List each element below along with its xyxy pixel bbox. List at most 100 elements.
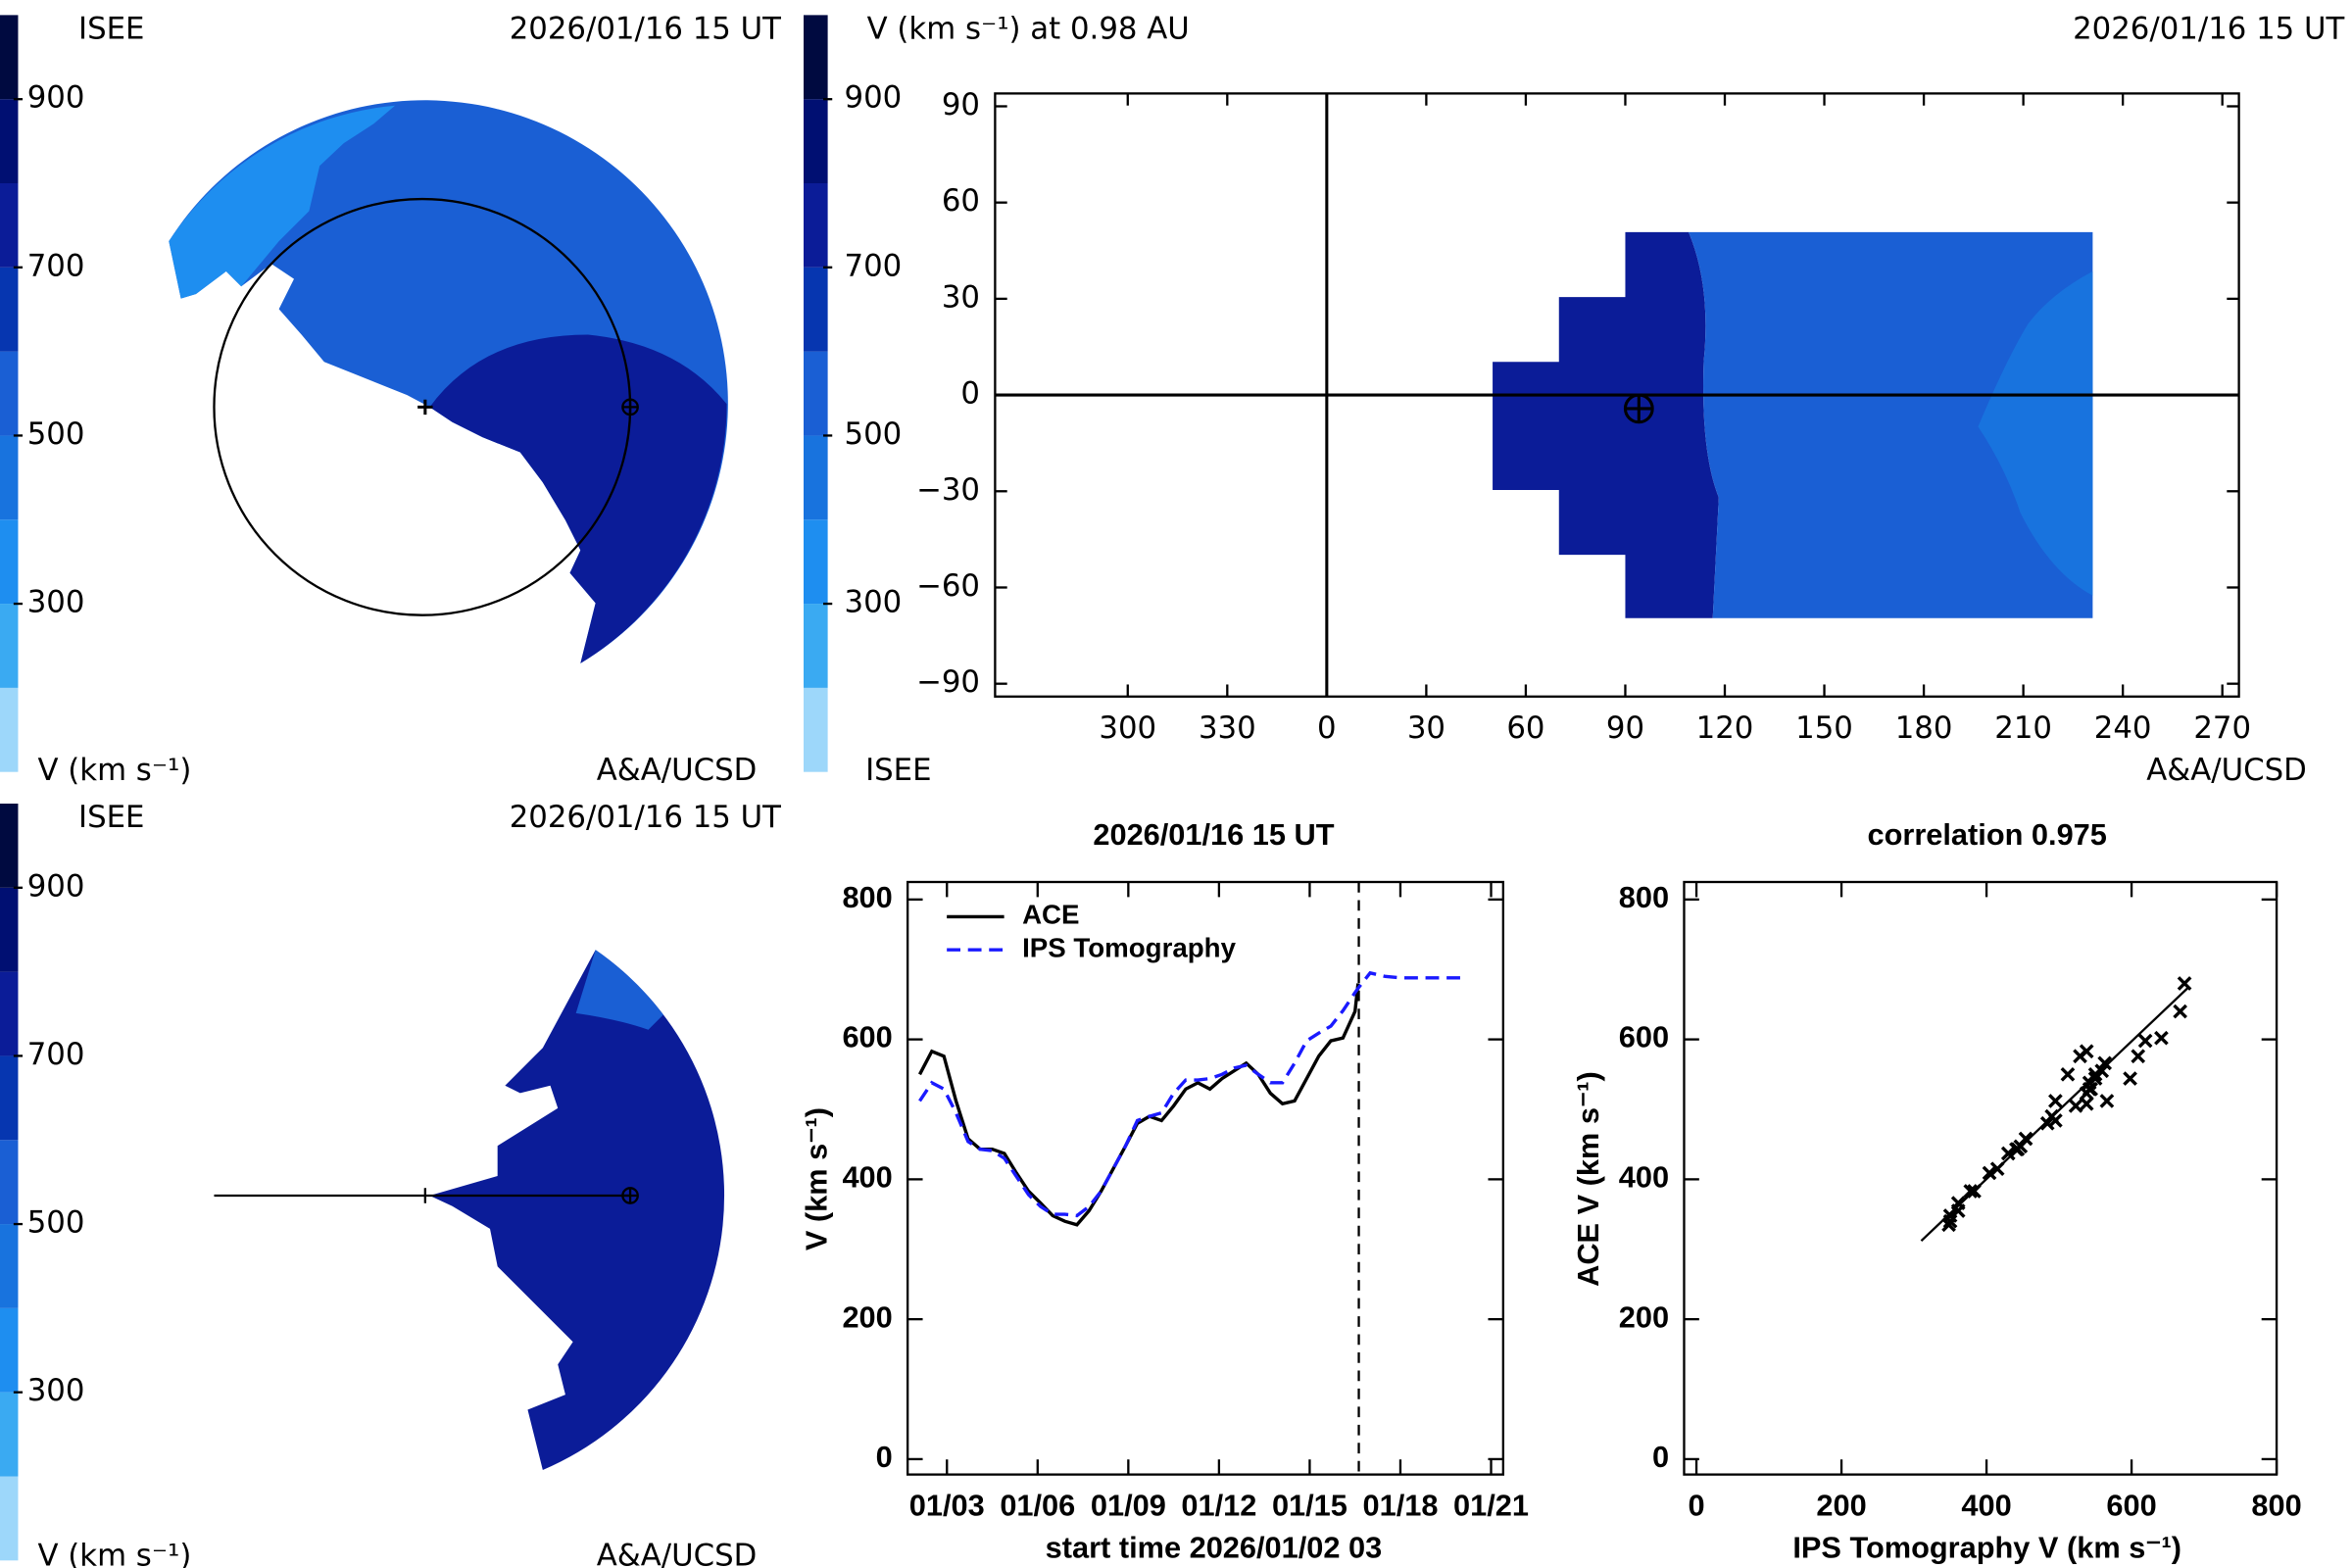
x-tick-label: 180 (1895, 710, 1953, 746)
y-tick-label: 800 (1619, 880, 1669, 914)
contour-region (1689, 231, 2093, 618)
x-tick-label: 270 (2193, 710, 2251, 746)
sun-marker (417, 399, 433, 416)
x-tick-label: 400 (1961, 1489, 2011, 1523)
colorbar-tick-label: 500 (845, 416, 903, 452)
chart-title: correlation 0.975 (1867, 817, 2106, 852)
scatter-point (2079, 1096, 2094, 1111)
x-tick-label: 01/06 (1000, 1489, 1075, 1523)
x-tick-label: 0 (1688, 1489, 1704, 1523)
x-tick-label: 150 (1795, 710, 1853, 746)
colorbar-band (0, 351, 19, 436)
earth-marker (621, 1187, 639, 1204)
colorbar-band (804, 435, 828, 520)
series-line (917, 983, 1360, 1227)
colorbar-tick-label: 300 (27, 585, 85, 620)
colorbar-band (0, 604, 19, 688)
ecliptic-view: ISEE 2026/01/16 15 UT V (km s⁻¹) A&A/UCS… (37, 11, 781, 788)
x-tick-label: 210 (1994, 710, 2052, 746)
scatter-point (1982, 1165, 1997, 1181)
colorbar-band (0, 519, 19, 605)
y-tick-label: 200 (1619, 1299, 1669, 1334)
colorbar-band (0, 1055, 19, 1141)
colorbar-tick-label: 300 (27, 1373, 85, 1408)
y-tick-label: 90 (942, 87, 980, 122)
x-tick-label: 800 (2251, 1489, 2301, 1523)
colorbar-band (0, 971, 19, 1056)
x-tick-label: 60 (1506, 710, 1544, 746)
x-tick-label: 300 (1099, 710, 1156, 746)
colorbar-band (804, 183, 828, 268)
colorbar-band (0, 687, 19, 772)
x-tick-label: 90 (1606, 710, 1644, 746)
colorbar-band (0, 267, 19, 352)
colorbar-tick-label: 500 (27, 1205, 85, 1241)
colorbar-band (804, 99, 828, 184)
scatter-point (2154, 1030, 2169, 1046)
y-tick-label: 0 (1652, 1440, 1669, 1474)
scatter-point (2177, 976, 2192, 991)
plot-frame (1683, 880, 2278, 1476)
colorbar-band (0, 183, 19, 268)
scatter-point (2131, 1049, 2146, 1064)
scatter-point (2068, 1099, 2083, 1113)
scatter-point (2048, 1113, 2063, 1128)
chart-title: 2026/01/16 15 UT (1093, 817, 1334, 852)
x-tick-label: 01/21 (1453, 1489, 1529, 1523)
contour-region (429, 950, 725, 1470)
x-tick-label: 600 (2106, 1489, 2156, 1523)
source-label: ISEE (865, 753, 931, 788)
sun-earth-line (214, 1188, 631, 1203)
source-label: ISEE (78, 11, 144, 46)
colorbar-tick-label: 500 (27, 416, 85, 452)
contour-region (169, 105, 396, 299)
scatter-point (2099, 1094, 2115, 1108)
scatter-point (2137, 1033, 2153, 1049)
x-tick-label: 0 (1317, 710, 1337, 746)
colorbar-tick-label: 900 (27, 80, 85, 116)
y-tick-label: −90 (916, 664, 980, 700)
colorbar-band (0, 435, 19, 520)
legend-label: IPS Tomography (1022, 933, 1237, 963)
colorbar-band (0, 804, 19, 888)
y-tick-label: 600 (842, 1020, 892, 1054)
scatter-point (1941, 1217, 1956, 1233)
y-tick-label: 600 (1619, 1020, 1669, 1054)
scatter-point (1950, 1203, 1966, 1218)
y-tick-label: −60 (916, 568, 980, 604)
y-tick-label: 0 (876, 1440, 893, 1474)
x-tick-label: 01/18 (1362, 1489, 1438, 1523)
colorbar-tick-label: 900 (845, 80, 903, 116)
scatter-point (2097, 1055, 2113, 1071)
y-tick-label: 400 (842, 1160, 892, 1195)
x-tick-label: 01/12 (1181, 1489, 1256, 1523)
scatter-point (2073, 1049, 2087, 1064)
date-label: 2026/01/16 15 UT (510, 11, 781, 46)
x-axis-title: IPS Tomography V (km s⁻¹) (1792, 1531, 2181, 1565)
y-tick-label: 800 (842, 880, 892, 914)
y-axis-title: ACE V (km s⁻¹) (1571, 1071, 1605, 1287)
source-label: ISEE (78, 800, 144, 835)
scatter-point (2079, 1086, 2094, 1101)
colorbar-band (0, 1140, 19, 1225)
x-tick-label: 200 (1816, 1489, 1866, 1523)
colorbar-band (804, 519, 828, 605)
y-tick-label: 200 (842, 1299, 892, 1334)
x-tick-label: 240 (2094, 710, 2152, 746)
colorbar-tick-label: 700 (27, 248, 85, 283)
scatter-point (1967, 1184, 1982, 1199)
y-tick-label: 30 (942, 279, 980, 315)
credit-label: A&A/UCSD (2146, 753, 2307, 788)
colorbar-band (0, 1392, 19, 1477)
series-line (918, 970, 1467, 1218)
scatter-point (2087, 1066, 2103, 1082)
colorbar-band (804, 687, 828, 772)
plot-frame (906, 880, 1504, 1476)
colorbar-band (804, 351, 828, 436)
legend-label: ACE (1022, 900, 1079, 930)
scatter-point (2173, 1004, 2187, 1019)
x-axis-title: start time 2026/01/02 03 (1046, 1531, 1383, 1565)
